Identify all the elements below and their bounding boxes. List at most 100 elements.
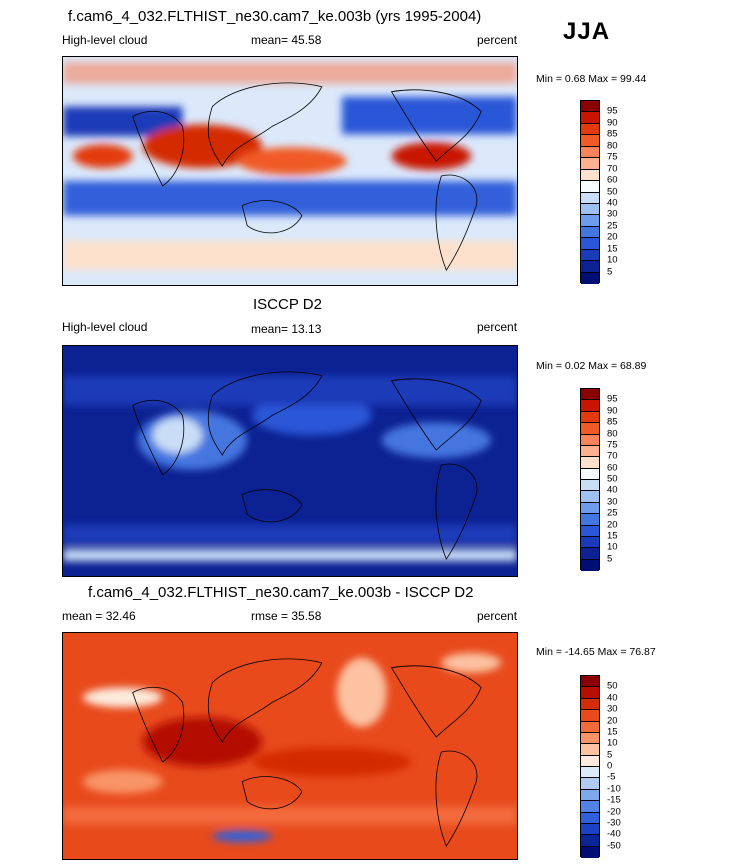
panel-3-mean-label: mean = 32.46	[62, 609, 136, 623]
colorbar-swatch	[581, 261, 599, 273]
colorbar-tick-label: 50	[607, 186, 618, 197]
colorbar-swatch	[581, 101, 599, 113]
colorbar-tick-label: 15	[607, 726, 618, 738]
colorbar-swatch	[581, 226, 599, 239]
colorbar-swatch	[581, 801, 599, 813]
colorbar-swatch	[581, 846, 599, 858]
colorbar-tick-label: 30	[607, 496, 618, 508]
colorbar-tick-label: 95	[607, 105, 618, 117]
colorbar-tick-label: 60	[607, 174, 618, 186]
colorbar-swatch	[581, 411, 599, 424]
colorbar-swatch	[581, 536, 599, 549]
colorbar-tick-label: 25	[607, 507, 618, 519]
colorbar-swatch	[581, 457, 599, 469]
panel-3-units-label: percent	[477, 609, 518, 623]
panel-1-units-label: percent	[477, 33, 518, 47]
colorbar-swatch	[581, 272, 599, 284]
colorbar-swatch	[581, 778, 599, 790]
colorbar-swatch	[581, 559, 599, 571]
colorbar-tick-label: 70	[607, 450, 618, 462]
colorbar-tick-label: 80	[607, 428, 618, 439]
colorbar-tick-label: 15	[607, 243, 618, 255]
colorbar-tick-label: 10	[607, 541, 618, 553]
colorbar-swatch	[581, 823, 599, 836]
colorbar-tick-label: 20	[607, 519, 618, 530]
panel-2-units-label: percent	[477, 320, 518, 334]
colorbar-tick-label: 15	[607, 530, 618, 542]
panel-3-colorbar	[580, 675, 600, 858]
colorbar-swatch	[581, 744, 599, 756]
colorbar-swatch	[581, 434, 599, 446]
colorbar-tick-label: -10	[607, 783, 621, 795]
colorbar-swatch	[581, 181, 599, 193]
colorbar-swatch	[581, 812, 599, 824]
colorbar-swatch	[581, 423, 599, 435]
panel-1-mean-label: mean= 45.58	[251, 33, 322, 47]
colorbar-tick-label: 60	[607, 462, 618, 474]
colorbar-swatch	[581, 238, 599, 250]
colorbar-swatch	[581, 732, 599, 745]
colorbar-tick-label: 70	[607, 163, 618, 175]
colorbar-swatch	[581, 755, 599, 767]
colorbar-tick-label: -50	[607, 840, 621, 852]
colorbar-swatch	[581, 146, 599, 159]
colorbar-swatch	[581, 445, 599, 458]
colorbar-tick-label: 20	[607, 715, 618, 726]
colorbar-tick-label: -40	[607, 828, 621, 840]
colorbar-swatch	[581, 169, 599, 182]
colorbar-tick-label: 10	[607, 254, 618, 266]
colorbar-swatch	[581, 192, 599, 204]
panel-1-map	[62, 56, 518, 286]
panel-1-min-max: Min = 0.68 Max = 99.44	[536, 73, 647, 85]
panel-1-variable-label: High-level cloud	[62, 33, 148, 47]
panel-2-mean-label: mean= 13.13	[251, 322, 322, 336]
colorbar-tick-label: 85	[607, 128, 618, 140]
colorbar-swatch	[581, 502, 599, 515]
colorbar-tick-label: 30	[607, 208, 618, 220]
colorbar-tick-label: 40	[607, 484, 618, 496]
colorbar-tick-label: 5	[607, 553, 613, 565]
panel-3-map	[62, 632, 518, 860]
colorbar-tick-label: 90	[607, 405, 618, 417]
colorbar-tick-label: 0	[607, 760, 613, 772]
panel-2-map	[62, 345, 518, 577]
colorbar-swatch	[581, 389, 599, 401]
colorbar-swatch	[581, 514, 599, 526]
colorbar-swatch	[581, 112, 599, 124]
colorbar-swatch	[581, 525, 599, 537]
colorbar-swatch	[581, 789, 599, 802]
colorbar-swatch	[581, 491, 599, 503]
colorbar-swatch	[581, 203, 599, 216]
colorbar-tick-label: 80	[607, 140, 618, 152]
panel-3-rmse-label: rmse = 35.58	[251, 609, 322, 623]
colorbar-swatch	[581, 548, 599, 560]
colorbar-tick-label: 5	[607, 749, 613, 761]
colorbar-swatch	[581, 249, 599, 262]
colorbar-tick-label: -30	[607, 817, 621, 829]
colorbar-swatch	[581, 123, 599, 136]
colorbar-tick-label: 30	[607, 703, 618, 715]
colorbar-tick-label: 75	[607, 439, 618, 451]
colorbar-swatch	[581, 676, 599, 688]
colorbar-swatch	[581, 158, 599, 170]
colorbar-tick-label: -20	[607, 806, 621, 817]
colorbar-tick-label: 10	[607, 737, 618, 749]
colorbar-swatch	[581, 215, 599, 227]
colorbar-tick-label: 50	[607, 473, 618, 485]
colorbar-tick-label: 5	[607, 266, 613, 278]
colorbar-swatch	[581, 835, 599, 847]
colorbar-swatch	[581, 721, 599, 733]
panel-2-title: ISCCP D2	[253, 296, 322, 313]
colorbar-tick-label: 95	[607, 393, 618, 405]
colorbar-swatch	[581, 135, 599, 147]
panel-2-variable-label: High-level cloud	[62, 320, 148, 334]
season-label: JJA	[563, 18, 611, 45]
colorbar-tick-label: 20	[607, 231, 618, 243]
colorbar-swatch	[581, 687, 599, 699]
colorbar-tick-label: 75	[607, 151, 618, 163]
colorbar-tick-label: 50	[607, 680, 618, 692]
colorbar-tick-label: 85	[607, 416, 618, 428]
colorbar-swatch	[581, 400, 599, 412]
colorbar-swatch	[581, 480, 599, 492]
colorbar-swatch	[581, 698, 599, 711]
